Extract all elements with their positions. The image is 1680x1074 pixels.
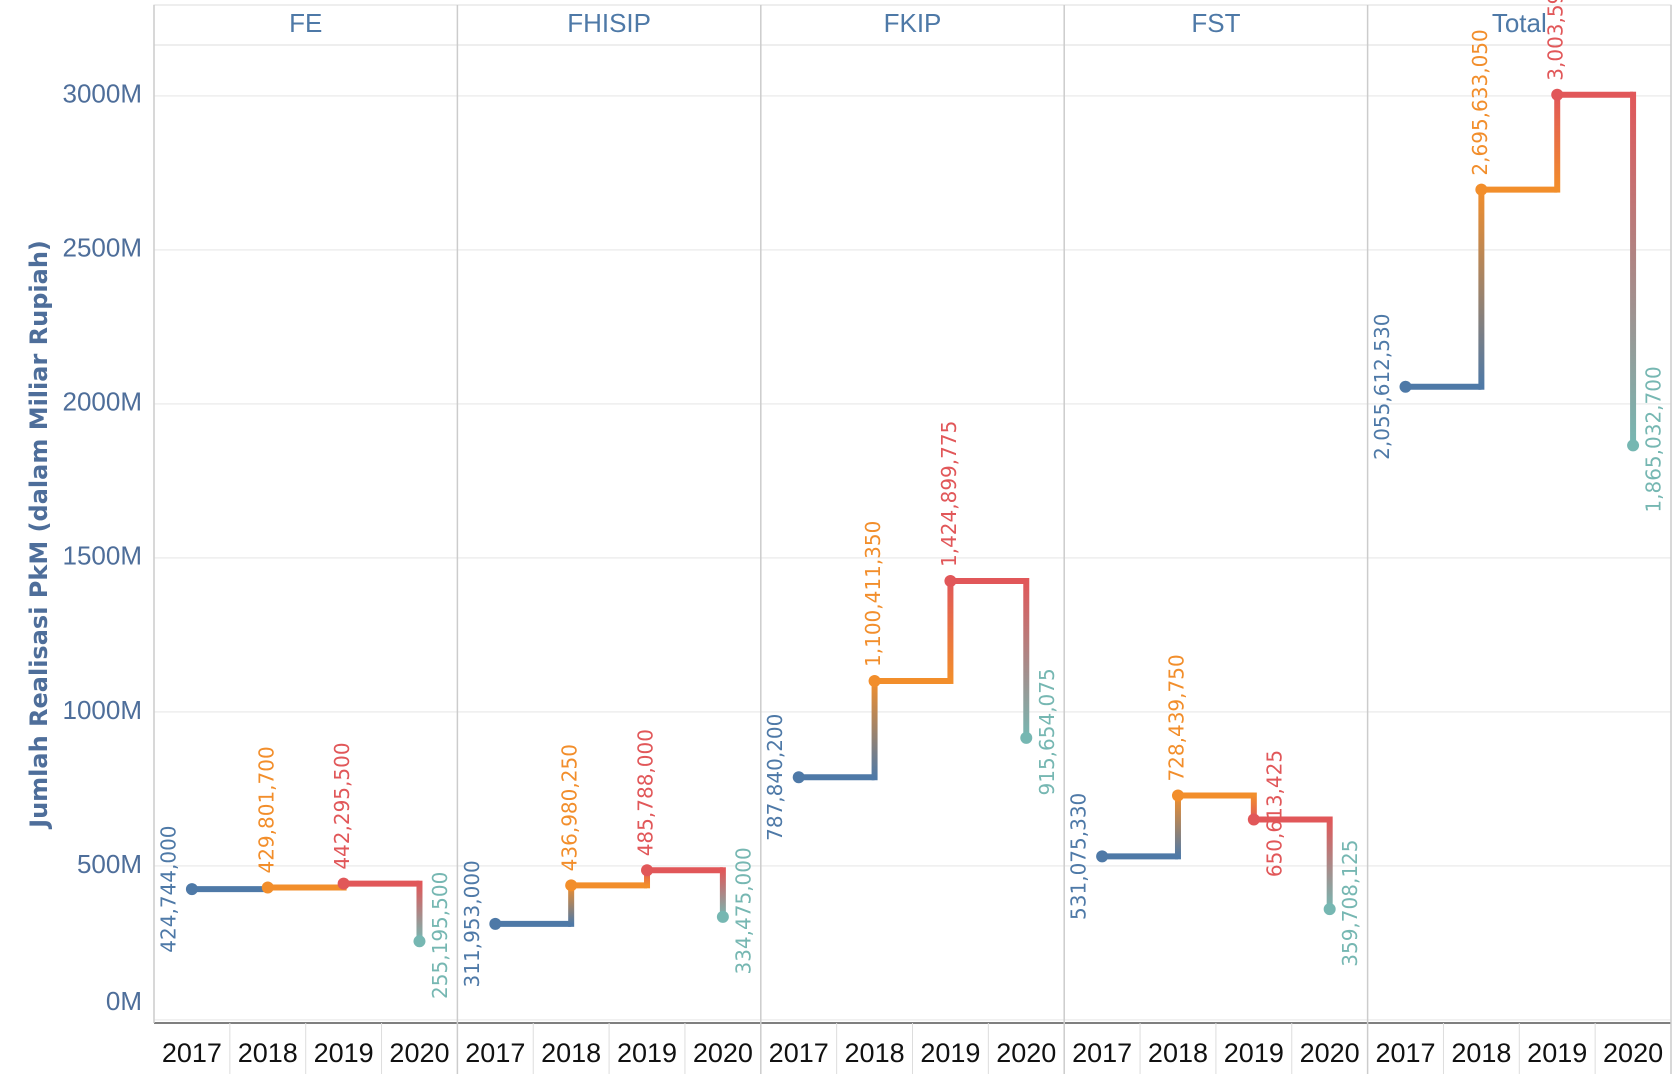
data-label: 728,439,750 (1164, 654, 1188, 781)
x-tick-label: 2018 (238, 1038, 298, 1068)
panel-header: FST (1191, 8, 1240, 38)
point (185, 883, 198, 896)
step-vertical (1630, 91, 1637, 449)
x-tick-label: 2017 (1375, 1038, 1435, 1068)
x-tick-label: 2017 (769, 1038, 829, 1068)
data-label: 1,865,032,700 (1642, 366, 1666, 512)
data-label: 334,475,000 (731, 847, 755, 974)
data-label: 429,801,700 (254, 746, 278, 873)
point (1247, 813, 1260, 826)
step-vertical (416, 880, 423, 945)
point (1020, 731, 1033, 744)
x-tick-label: 2019 (617, 1038, 677, 1068)
data-label: 531,075,330 (1067, 793, 1091, 920)
x-tick-label: 2020 (1300, 1038, 1360, 1068)
data-label: 359,708,125 (1338, 839, 1362, 966)
y-axis-title: Jumlah Realisasi PkM (dalam Miliar Rupia… (25, 240, 53, 830)
y-tick-label: 2000M (63, 387, 143, 417)
x-tick-label: 2017 (162, 1038, 222, 1068)
y-tick-label: 0M (106, 986, 142, 1016)
point (565, 879, 578, 892)
data-label: 311,953,000 (460, 860, 484, 987)
data-label: 915,654,075 (1035, 668, 1059, 795)
x-tick-label: 2020 (996, 1038, 1056, 1068)
data-label: 424,744,000 (156, 825, 180, 952)
point (1323, 903, 1336, 916)
y-tick-label: 3000M (63, 79, 143, 109)
x-tick-label: 2020 (1603, 1038, 1663, 1068)
data-label: 1,100,411,350 (861, 521, 885, 667)
x-tick-label: 2017 (1072, 1038, 1132, 1068)
panel-header: FHISIP (567, 8, 651, 38)
x-tick-label: 2018 (541, 1038, 601, 1068)
step-vertical (644, 867, 651, 889)
x-tick-label: 2018 (845, 1038, 905, 1068)
step-vertical (1478, 186, 1485, 390)
x-tick-label: 2018 (1148, 1038, 1208, 1068)
step-vertical (1174, 792, 1181, 860)
data-label: 650,613,425 (1262, 750, 1286, 877)
point (261, 881, 274, 894)
panel-header: FE (289, 8, 322, 38)
data-label: 442,295,500 (330, 742, 354, 869)
point (716, 910, 729, 923)
y-tick-label: 500M (77, 849, 142, 879)
step-vertical (1554, 91, 1561, 193)
point (489, 917, 502, 930)
data-label: 255,195,500 (428, 872, 452, 999)
y-tick-label: 2500M (63, 233, 143, 263)
step-vertical (947, 578, 954, 684)
panel-header: Total (1492, 8, 1547, 38)
y-tick-label: 1000M (63, 695, 143, 725)
y-tick-label: 1500M (63, 541, 143, 571)
point (413, 935, 426, 948)
data-label: 787,840,200 (763, 714, 787, 841)
point (1096, 850, 1109, 863)
x-tick-label: 2020 (389, 1038, 449, 1068)
point (1551, 88, 1564, 101)
x-tick-label: 2020 (693, 1038, 753, 1068)
data-label: 436,980,250 (558, 744, 582, 871)
data-label: 2,695,633,050 (1468, 29, 1492, 175)
step-vertical (568, 882, 575, 927)
data-label: 2,055,612,530 (1370, 314, 1394, 460)
data-label: 3,003,596,700 (1544, 0, 1568, 81)
x-tick-label: 2019 (314, 1038, 374, 1068)
point (944, 575, 957, 588)
header-band (153, 4, 1672, 46)
point (1171, 789, 1184, 802)
point (1627, 439, 1640, 452)
x-tick-label: 2019 (1224, 1038, 1284, 1068)
data-label: 1,424,899,775 (937, 421, 961, 567)
point (641, 864, 654, 877)
point (337, 877, 350, 890)
x-tick-label: 2018 (1451, 1038, 1511, 1068)
step-vertical (1023, 578, 1030, 741)
step-vertical (1326, 816, 1333, 913)
x-tick-label: 2019 (1527, 1038, 1587, 1068)
step-vertical (1250, 792, 1257, 823)
point (868, 674, 881, 687)
point (1475, 183, 1488, 196)
point (1399, 380, 1412, 393)
panel-header: FKIP (884, 8, 942, 38)
point (792, 771, 805, 784)
x-tick-label: 2019 (920, 1038, 980, 1068)
step-vertical (719, 867, 726, 920)
data-label: 485,788,000 (634, 729, 658, 856)
x-tick-label: 2017 (465, 1038, 525, 1068)
step-vertical (871, 677, 878, 781)
